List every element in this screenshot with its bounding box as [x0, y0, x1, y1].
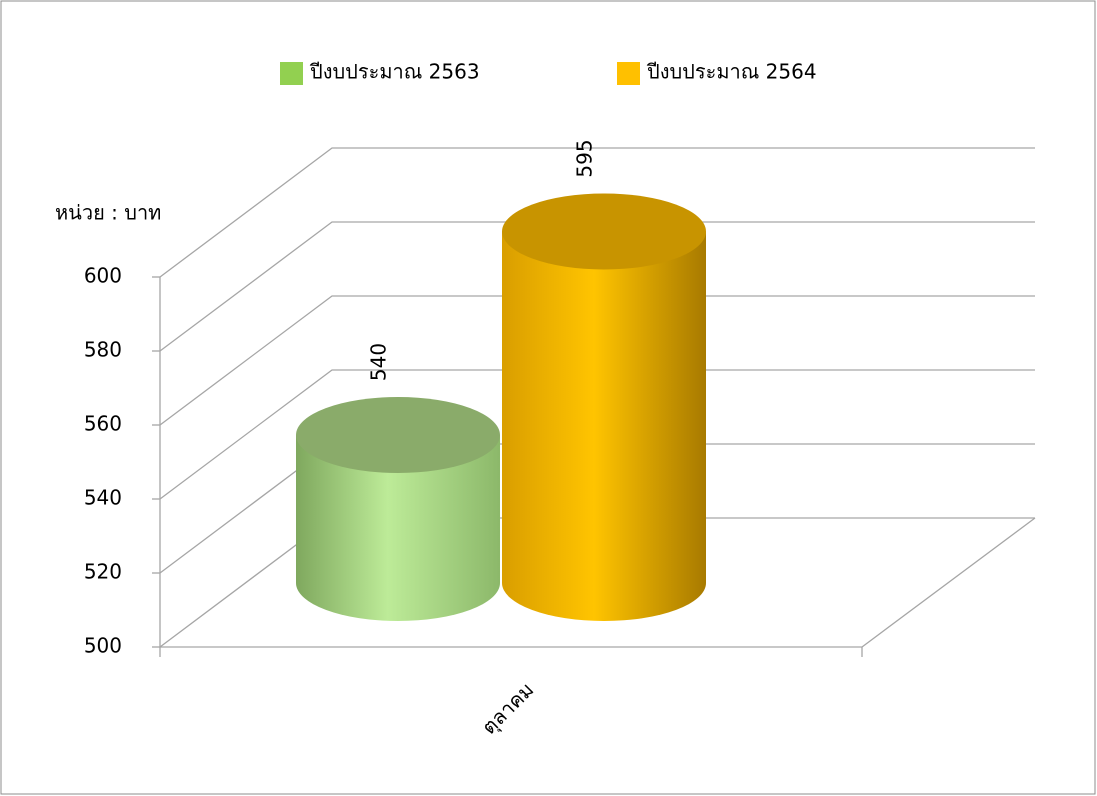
y-axis-label: หน่วย : บาท	[55, 201, 161, 225]
y-tick-label: 540	[84, 486, 122, 510]
bar-top	[296, 397, 500, 473]
grid-line	[159, 295, 1035, 426]
data-label: 595	[573, 139, 597, 177]
y-tick-label: 560	[84, 412, 122, 436]
grid-line	[159, 147, 1035, 278]
legend-label: ปีงบประมาณ 2563	[310, 60, 480, 84]
legend-swatch	[617, 62, 640, 85]
bar	[296, 435, 500, 621]
data-label: 540	[367, 343, 391, 381]
bar	[502, 231, 706, 621]
legend-label: ปีงบประมาณ 2564	[647, 60, 817, 84]
y-tick-label: 580	[84, 338, 122, 362]
legend-swatch	[280, 62, 303, 85]
y-tick-label: 520	[84, 560, 122, 584]
grid-line	[159, 221, 1035, 352]
bar-top	[502, 193, 706, 270]
grid-line	[159, 369, 1035, 500]
y-tick-label: 600	[84, 264, 122, 288]
y-tick-label: 500	[84, 634, 122, 658]
